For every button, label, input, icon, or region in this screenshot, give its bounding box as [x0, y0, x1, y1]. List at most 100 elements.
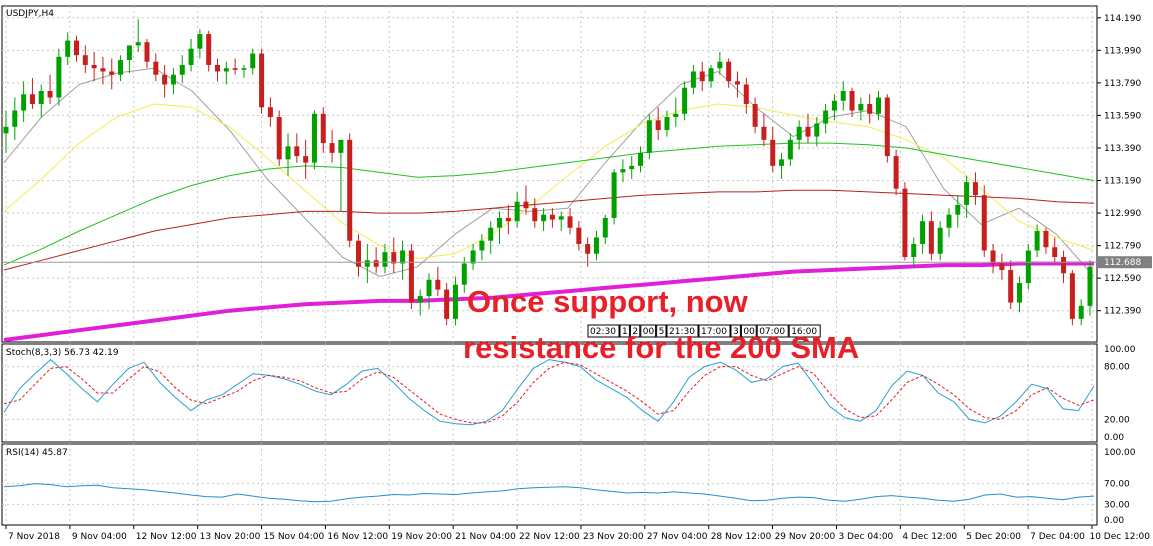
session-label: 5 — [659, 327, 665, 337]
candle-body — [109, 71, 115, 75]
candle-body — [250, 53, 256, 69]
candle-body — [153, 61, 159, 75]
x-tick-label: 7 Dec 04:00 — [1030, 532, 1085, 542]
candle-body — [12, 110, 18, 127]
candle — [215, 58, 221, 82]
x-tick-label: 15 Nov 04:00 — [264, 532, 325, 542]
grid — [2, 6, 1097, 525]
candle-body — [294, 146, 300, 157]
annotation-line-2: resistance for the 200 SMA — [463, 330, 859, 365]
candle — [144, 38, 150, 69]
candle — [699, 61, 705, 91]
x-tick-label: 7 Nov 2018 — [8, 532, 60, 542]
candle-body — [858, 104, 864, 111]
stoch-pane[interactable] — [1, 343, 1098, 443]
candle-body — [347, 139, 353, 241]
candle-body — [911, 243, 917, 257]
x-tick-label: 13 Nov 20:00 — [200, 532, 261, 542]
candle — [655, 107, 661, 140]
candle — [479, 234, 485, 261]
stoch-y-label: 0.00 — [1104, 433, 1124, 443]
candle-body — [1025, 250, 1031, 284]
rsi-y-label: 0.00 — [1104, 516, 1124, 526]
candle — [999, 253, 1005, 280]
candle-body — [21, 94, 27, 111]
candle — [990, 243, 996, 274]
candle-body — [585, 243, 591, 254]
candle-body — [82, 55, 88, 65]
candle — [796, 120, 802, 150]
candle-body — [655, 120, 661, 131]
x-tick-label: 3 Dec 04:00 — [838, 532, 893, 542]
candle — [179, 55, 185, 83]
candle — [38, 84, 44, 118]
main-pane[interactable] — [1, 5, 1098, 343]
candle — [100, 56, 106, 85]
candle-body — [673, 113, 679, 118]
candle-body — [893, 156, 899, 189]
candle — [761, 113, 767, 147]
session-label: 1 — [622, 327, 628, 337]
candle-body — [734, 81, 740, 85]
candle-body — [267, 107, 273, 118]
candle — [82, 45, 88, 74]
candle — [47, 74, 53, 105]
candle — [109, 58, 115, 90]
candle — [875, 91, 881, 121]
candle — [964, 175, 970, 218]
candle-body — [285, 146, 291, 160]
candle — [3, 110, 9, 153]
candle — [664, 110, 670, 137]
candle-body — [567, 216, 573, 228]
stochastic-lines — [3, 358, 1095, 426]
candle-body — [541, 214, 547, 222]
candle-body — [972, 182, 978, 196]
candle-body — [223, 68, 229, 72]
y-axis: 114.190 113.990 113.790 113.590 113.390 113.1… — [1097, 14, 1152, 526]
candle — [814, 117, 820, 147]
session-labels: 02:30 1 2 00 5 21:30 17:00 3 00 07:00 16:00 — [587, 324, 821, 338]
candle-body — [162, 74, 168, 85]
candle — [223, 61, 229, 85]
candle-body — [902, 188, 908, 257]
candle-body — [602, 217, 608, 238]
rsi-label: RSI(14) 45.87 — [6, 448, 68, 458]
x-tick-label: 16 Nov 12:00 — [327, 532, 388, 542]
candle — [452, 276, 458, 326]
candle-body — [682, 87, 688, 114]
candle — [972, 172, 978, 205]
candle-body — [435, 279, 441, 290]
candle — [444, 283, 450, 326]
candle — [267, 97, 273, 127]
candle — [734, 71, 740, 98]
candle — [276, 110, 282, 166]
session-label: 2 — [632, 327, 638, 337]
candle — [981, 185, 987, 257]
candle-body — [611, 172, 617, 218]
candle-body — [787, 139, 793, 160]
candle — [602, 214, 608, 244]
candle — [162, 64, 168, 98]
candle-body — [1008, 270, 1014, 303]
candle-body — [831, 100, 837, 111]
symbol-label: USDJPY,H4 — [6, 9, 54, 19]
candle — [373, 247, 379, 274]
session-box — [629, 324, 641, 338]
candle-body — [276, 117, 282, 160]
candle — [946, 208, 952, 238]
y-tick-label: 112.390 — [1104, 307, 1141, 317]
candle-body — [417, 296, 423, 303]
candle-body — [981, 195, 987, 251]
candle — [893, 149, 899, 196]
session-label: 3 — [733, 327, 739, 337]
candle — [1043, 227, 1049, 254]
candle-body — [100, 68, 106, 72]
candle-body — [796, 126, 802, 140]
candle — [153, 53, 159, 82]
rsi-pane[interactable] — [1, 443, 1098, 526]
candle-body — [549, 214, 555, 220]
candle-body — [65, 40, 71, 57]
candle-body — [629, 165, 635, 170]
candle — [417, 289, 423, 316]
candle — [118, 55, 124, 82]
